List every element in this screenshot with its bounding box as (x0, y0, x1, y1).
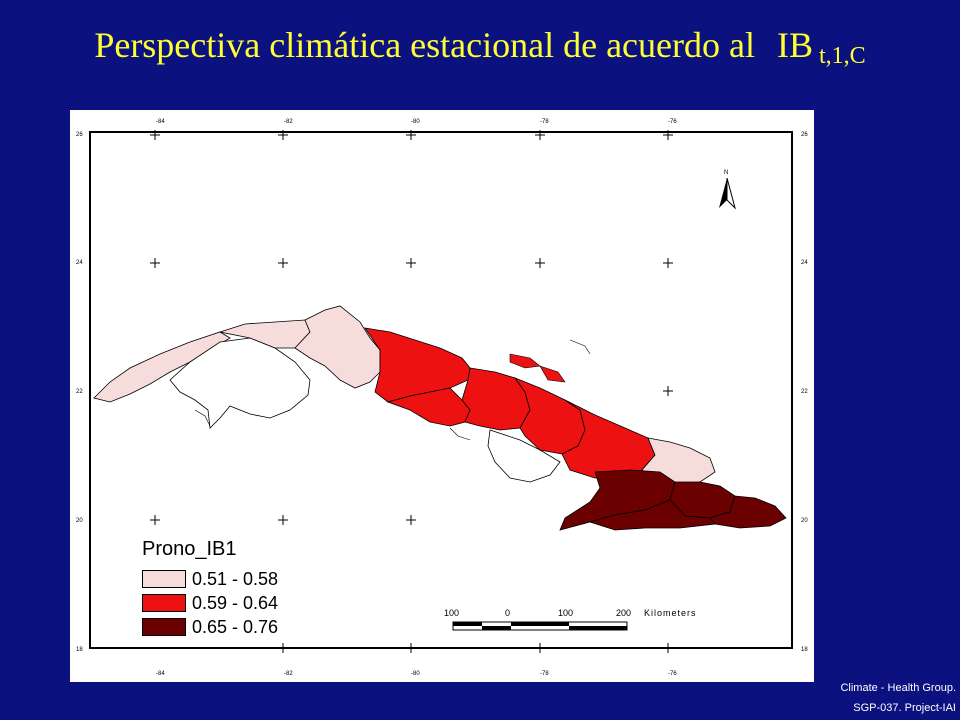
lon-tick-bottom-5: -76 (668, 671, 677, 677)
lat-tick-left-2: 24 (76, 260, 83, 266)
lat-tick-right-3: 22 (801, 389, 808, 395)
legend-label-3: 0.65 - 0.76 (192, 616, 279, 637)
lat-tick-right-4: 20 (801, 518, 808, 524)
legend-label-1: 0.51 - 0.58 (192, 568, 279, 589)
legend-item-3: 0.65 - 0.76 (142, 615, 342, 639)
scale-label-200: 200 (616, 608, 631, 618)
lon-tick-top-1: -84 (156, 119, 165, 125)
northern-keys (509, 353, 566, 383)
lat-tick-left-5: 18 (76, 647, 83, 653)
provinces (93, 305, 787, 531)
legend-item-2: 0.59 - 0.64 (142, 591, 342, 615)
legend-title: Prono_IB1 (142, 538, 237, 560)
lon-tick-top-4: -78 (540, 119, 549, 125)
title-subscript: t,1,C (819, 43, 866, 69)
lon-tick-bottom-3: -80 (411, 671, 420, 677)
scale-unit: Kilometers (644, 608, 697, 618)
scale-label-100-left: 100 (444, 608, 459, 618)
north-arrow: N (719, 170, 736, 210)
province-matanzas (294, 305, 381, 389)
lat-tick-right-1: 26 (801, 132, 808, 138)
map-legend: Prono_IB1 0.51 - 0.58 0.59 - 0.64 0.65 -… (142, 538, 342, 639)
province-guantanamo (709, 495, 787, 529)
slide-title: Perspectiva climática estacional de acue… (0, 24, 960, 70)
province-south-white (487, 429, 561, 483)
lon-tick-top-2: -82 (284, 119, 293, 125)
legend-swatch-3 (142, 618, 186, 636)
lon-tick-top-3: -80 (411, 119, 420, 125)
legend-swatch-2 (142, 594, 186, 612)
coastal-islets (194, 339, 591, 441)
lon-tick-top-5: -76 (668, 119, 677, 125)
scale-label-0: 0 (505, 608, 510, 618)
lat-tick-left-3: 22 (76, 389, 83, 395)
province-villa-clara (364, 327, 471, 403)
scale-label-100-right: 100 (558, 608, 573, 618)
title-index: IB (777, 25, 813, 65)
map-panel: -84 -82 -80 -78 -76 -84 -82 -80 -78 -76 … (70, 110, 814, 682)
lat-tick-right-5: 18 (801, 647, 808, 653)
lon-tick-bottom-4: -78 (540, 671, 549, 677)
legend-label-2: 0.59 - 0.64 (192, 592, 279, 613)
map-frame (89, 131, 793, 649)
credit-line-1: Climate - Health Group. (840, 682, 956, 694)
lat-tick-left-1: 26 (76, 132, 83, 138)
lon-tick-bottom-1: -84 (156, 671, 165, 677)
lon-tick-bottom-2: -82 (284, 671, 293, 677)
cuba-map: -84 -82 -80 -78 -76 -84 -82 -80 -78 -76 … (76, 119, 808, 677)
legend-item-1: 0.51 - 0.58 (142, 567, 342, 591)
lat-tick-left-4: 20 (76, 518, 83, 524)
lat-tick-right-2: 24 (801, 260, 808, 266)
title-text: Perspectiva climática estacional de acue… (94, 25, 755, 65)
credit-line-2: SGP-037. Project-IAI (853, 702, 956, 714)
graticule (150, 130, 673, 653)
legend-swatch-1 (142, 570, 186, 588)
north-arrow-label: N (724, 170, 728, 176)
scale-bar: 100 0 100 200 Kilometers (444, 608, 697, 631)
province-sancti-spiritus (461, 367, 531, 431)
